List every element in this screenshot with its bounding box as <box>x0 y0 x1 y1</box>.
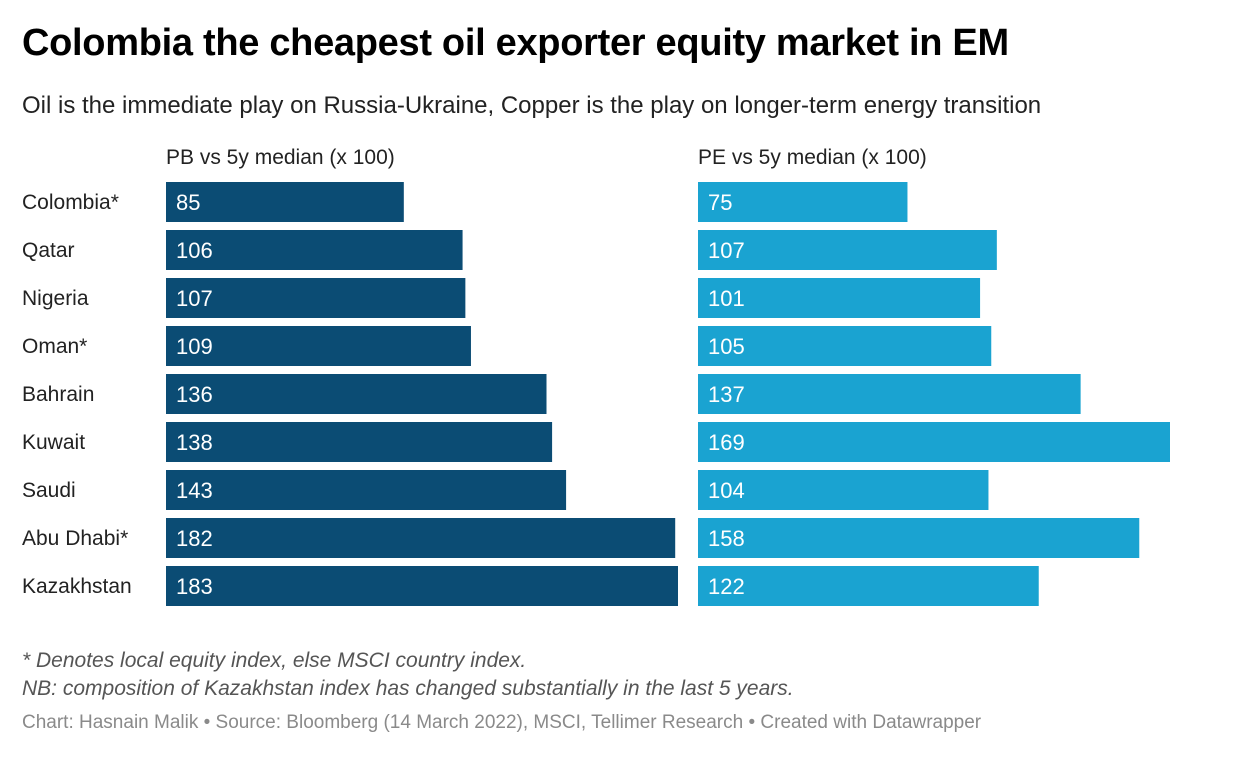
pe-value-label-oman: 105 <box>708 334 745 359</box>
category-label-nigeria: Nigeria <box>22 287 89 310</box>
category-label-kuwait: Kuwait <box>22 431 85 454</box>
footnotes: * Denotes local equity index, else MSCI … <box>22 647 794 703</box>
pe-panel-title: PE vs 5y median (x 100) <box>698 146 927 169</box>
pe-bar-saudi <box>698 470 989 510</box>
pb-panel-title: PB vs 5y median (x 100) <box>166 146 395 169</box>
pb-bar-kazakhstan <box>166 566 678 606</box>
chart-title: Colombia the cheapest oil exporter equit… <box>22 22 1009 64</box>
pe-value-label-colombia: 75 <box>708 190 732 215</box>
pb-value-label-saudi: 143 <box>176 478 213 503</box>
footnote-local-index: * Denotes local equity index, else MSCI … <box>22 649 527 672</box>
pb-bar-abu-dhabi <box>166 518 676 558</box>
pb-value-label-colombia: 85 <box>176 190 200 215</box>
pe-value-label-nigeria: 101 <box>708 286 745 311</box>
pe-value-label-bahrain: 137 <box>708 382 745 407</box>
pb-bar-saudi <box>166 470 567 510</box>
pb-value-label-nigeria: 107 <box>176 286 213 311</box>
pb-bar-colombia <box>166 182 404 222</box>
pe-bar-kazakhstan <box>698 566 1039 606</box>
chart-subtitle: Oil is the immediate play on Russia-Ukra… <box>22 92 1042 119</box>
category-label-colombia: Colombia* <box>22 191 119 214</box>
category-label-abu-dhabi: Abu Dhabi* <box>22 527 128 550</box>
pb-value-label-bahrain: 136 <box>176 382 213 407</box>
pe-value-label-saudi: 104 <box>708 478 745 503</box>
pb-value-label-qatar: 106 <box>176 238 213 263</box>
category-label-oman: Oman* <box>22 335 87 358</box>
pe-bar-abu-dhabi <box>698 518 1140 558</box>
source-credit: Chart: Hasnain Malik • Source: Bloomberg… <box>22 712 982 733</box>
pb-bar-oman <box>166 326 471 366</box>
category-label-qatar: Qatar <box>22 239 75 262</box>
pe-value-label-kazakhstan: 122 <box>708 574 745 599</box>
pe-value-label-abu-dhabi: 158 <box>708 526 745 551</box>
bar-chart: Colombia* 85 75 Qatar 106 107 Nigeria 107 101 Oma… <box>22 182 1170 606</box>
pe-value-label-qatar: 107 <box>708 238 745 263</box>
footnote-kazakhstan: NB: composition of Kazakhstan index has … <box>22 677 794 700</box>
pb-value-label-abu-dhabi: 182 <box>176 526 213 551</box>
pe-bar-kuwait <box>698 422 1170 462</box>
pb-bar-nigeria <box>166 278 466 318</box>
pe-bar-bahrain <box>698 374 1081 414</box>
pb-value-label-kazakhstan: 183 <box>176 574 213 599</box>
pe-bar-colombia <box>698 182 908 222</box>
pe-bar-nigeria <box>698 278 981 318</box>
pe-value-label-kuwait: 169 <box>708 430 745 455</box>
pe-bar-qatar <box>698 230 997 270</box>
pb-value-label-oman: 109 <box>176 334 213 359</box>
pb-value-label-kuwait: 138 <box>176 430 213 455</box>
category-label-kazakhstan: Kazakhstan <box>22 575 132 598</box>
category-label-bahrain: Bahrain <box>22 383 94 406</box>
category-label-saudi: Saudi <box>22 479 76 502</box>
pb-bar-bahrain <box>166 374 547 414</box>
pb-bar-kuwait <box>166 422 553 462</box>
pe-bar-oman <box>698 326 992 366</box>
pb-bar-qatar <box>166 230 463 270</box>
